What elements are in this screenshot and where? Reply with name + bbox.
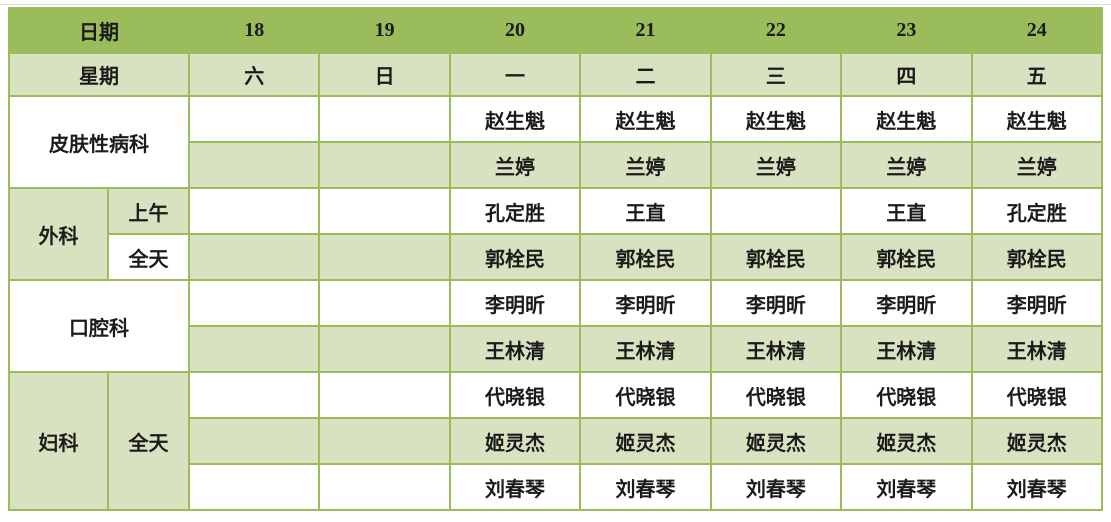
date-header-cell: 24 [970,7,1104,54]
schedule-cell: 姬灵杰 [970,417,1104,465]
schedule-cell [318,371,451,419]
date-header-cell: 18 [187,7,321,54]
schedule-cell: 刘春琴 [448,463,582,511]
weekday-cell: 四 [840,52,973,97]
schedule-cell: 李明昕 [709,279,843,327]
schedule-cell: 姬灵杰 [709,417,843,465]
schedule-cell [318,233,451,281]
schedule-cell: 郭栓民 [579,233,712,281]
schedule-cell: 姬灵杰 [448,417,582,465]
schedule-cell: 王直 [579,187,712,235]
table-row-dates: 日期 18 19 20 21 22 23 24 [8,7,1104,54]
schedule-cell [318,95,451,143]
table-row: 兰婷 兰婷 兰婷 兰婷 兰婷 [9,141,1104,189]
schedule-cell [187,141,321,189]
schedule-cell [318,187,451,235]
table-row: 姬灵杰 姬灵杰 姬灵杰 姬灵杰 姬灵杰 [9,417,1104,465]
date-header-cell: 23 [840,7,973,54]
table-row: 王林清 王林清 王林清 王林清 王林清 [9,325,1104,373]
schedule-cell [318,141,451,189]
schedule-cell: 代晓银 [579,371,712,419]
date-header-cell: 21 [579,7,712,54]
date-header-cell: 19 [318,7,451,54]
schedule-cell: 刘春琴 [579,463,712,511]
schedule-cell: 赵生魁 [840,95,973,143]
schedule-cell: 李明昕 [970,279,1104,327]
schedule-cell: 王林清 [840,325,973,373]
top-divider-line [0,4,1111,5]
schedule-cell: 姬灵杰 [579,417,712,465]
duty-schedule-table: 日期 18 19 20 21 22 23 24 星期 六 日 一 二 三 四 五… [8,7,1104,511]
schedule-cell [187,279,321,327]
table-row: 妇科 全天 代晓银 代晓银 代晓银 代晓银 代晓银 [8,371,1104,511]
weekday-cell: 三 [709,52,843,97]
schedule-cell: 郭栓民 [448,233,582,281]
schedule-cell [187,233,321,281]
table-row: 外科 上午 孔定胜 王直 王直 孔定胜 [8,187,1104,281]
week-row-label: 星期 [8,52,190,97]
table-row: 刘春琴 刘春琴 刘春琴 刘春琴 刘春琴 [9,463,1104,511]
schedule-cell: 兰婷 [970,141,1104,189]
schedule-cell: 郭栓民 [840,233,973,281]
schedule-cell: 孔定胜 [448,187,582,235]
dept-name-cell: 皮肤性病科 [8,95,190,189]
schedule-cell: 兰婷 [579,141,712,189]
schedule-cell: 李明昕 [448,279,582,327]
schedule-cell: 王林清 [709,325,843,373]
schedule-cell [318,463,451,511]
table-row: 皮肤性病科 赵生魁 赵生魁 赵生魁 赵生魁 赵生魁 [8,95,1104,189]
schedule-cell: 代晓银 [840,371,973,419]
schedule-cell: 兰婷 [840,141,973,189]
dept-name-cell: 外科 [8,187,109,281]
schedule-cell [187,187,321,235]
schedule-cell: 王林清 [579,325,712,373]
table-row: 全天 郭栓民 郭栓民 郭栓民 郭栓民 郭栓民 [9,233,1104,281]
schedule-cell: 赵生魁 [709,95,843,143]
schedule-cell: 刘春琴 [709,463,843,511]
schedule-cell: 刘春琴 [970,463,1104,511]
schedule-cell: 代晓银 [970,371,1104,419]
weekday-cell: 一 [448,52,582,97]
table-row-weekdays: 星期 六 日 一 二 三 四 五 [8,52,1104,97]
time-slot-cell: 全天 [107,233,190,281]
schedule-cell [318,325,451,373]
dept-name-cell: 口腔科 [8,279,190,373]
schedule-cell: 刘春琴 [840,463,973,511]
schedule-cell [187,463,321,511]
weekday-cell: 六 [187,52,321,97]
schedule-cell [187,95,321,143]
weekday-cell: 日 [318,52,451,97]
date-header-cell: 22 [709,7,843,54]
schedule-cell: 李明昕 [840,279,973,327]
schedule-cell: 赵生魁 [970,95,1104,143]
schedule-cell: 兰婷 [709,141,843,189]
schedule-cell: 李明昕 [579,279,712,327]
schedule-cell [318,279,451,327]
schedule-cell: 王林清 [448,325,582,373]
schedule-cell [187,325,321,373]
date-row-label: 日期 [8,7,190,54]
table-row: 口腔科 李明昕 李明昕 李明昕 李明昕 李明昕 [8,279,1104,373]
schedule-cell: 赵生魁 [448,95,582,143]
schedule-cell [187,371,321,419]
schedule-cell: 兰婷 [448,141,582,189]
schedule-cell: 姬灵杰 [840,417,973,465]
date-header-cell: 20 [448,7,582,54]
schedule-cell: 孔定胜 [970,187,1104,235]
schedule-cell [318,417,451,465]
schedule-cell: 郭栓民 [970,233,1104,281]
schedule-cell [187,417,321,465]
schedule-cell: 王林清 [970,325,1104,373]
weekday-cell: 五 [970,52,1104,97]
weekday-cell: 二 [579,52,712,97]
schedule-cell: 赵生魁 [579,95,712,143]
time-slot-cell: 全天 [107,371,190,511]
dept-name-cell: 妇科 [8,371,109,511]
schedule-cell: 代晓银 [709,371,843,419]
time-slot-cell: 上午 [107,187,190,235]
schedule-cell: 王直 [840,187,973,235]
schedule-cell [709,187,843,235]
schedule-cell: 代晓银 [448,371,582,419]
schedule-cell: 郭栓民 [709,233,843,281]
